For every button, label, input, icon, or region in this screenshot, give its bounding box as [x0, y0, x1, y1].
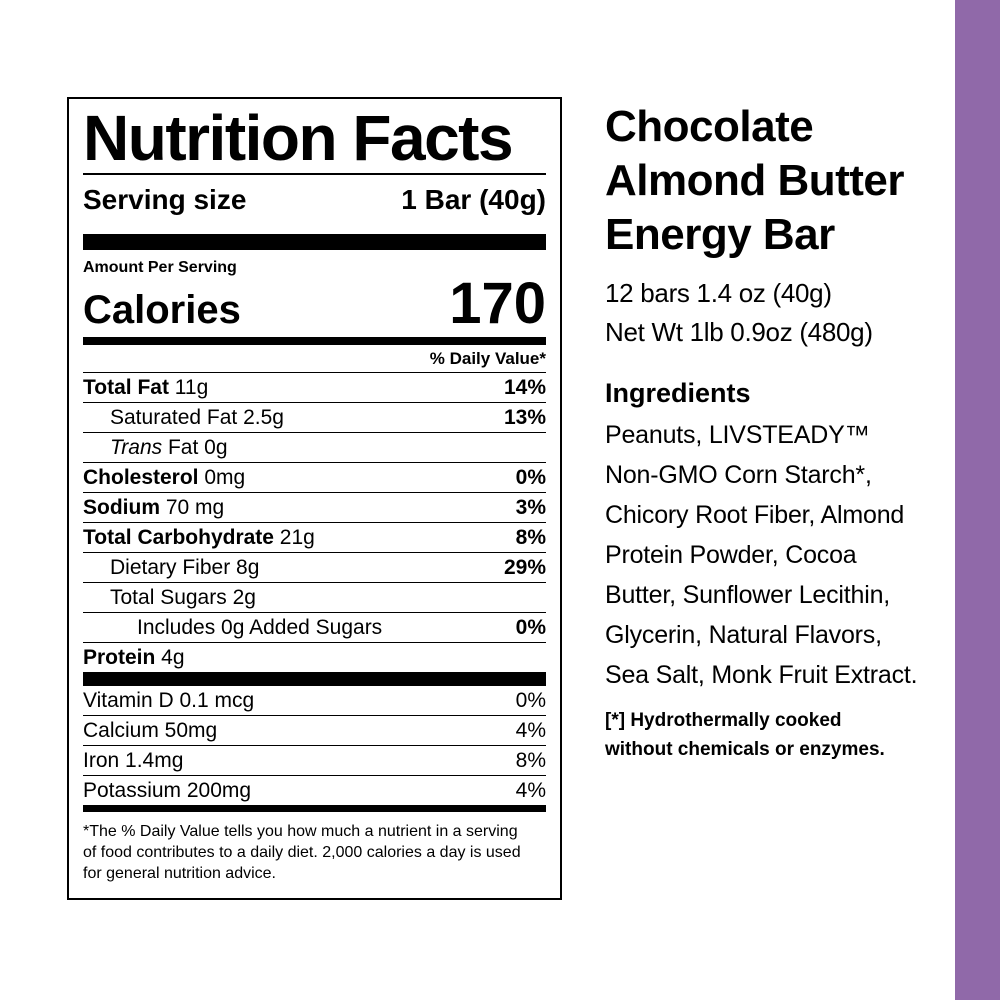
- nutrient-row: Vitamin D 0.1 mcg 0%: [83, 686, 546, 715]
- serving-size-row: Serving size 1 Bar (40g): [83, 175, 546, 234]
- calories-label: Calories: [83, 288, 241, 332]
- nutrient-rows: Total Fat 11g 14% Saturated Fat 2.5g 13% Tra…: [83, 372, 546, 672]
- nutrient-row: Iron 1.4mg 8%: [83, 745, 546, 775]
- nutrient-daily-value: 8%: [515, 749, 546, 772]
- nutrient-name: Calcium 50mg: [83, 719, 218, 742]
- ingredients-text: Peanuts, LIVSTEADY™ Non-GMO Corn Starch*…: [605, 421, 918, 689]
- nutrient-row: Calcium 50mg 4%: [83, 715, 546, 745]
- nutrient-row: Total Sugars 2g: [83, 582, 546, 612]
- nutrient-name: Total Fat 11g: [83, 376, 209, 399]
- nutrient-row: Trans Fat 0g: [83, 432, 546, 462]
- nutrient-daily-value: 4%: [515, 719, 546, 742]
- nutrient-daily-value: 3%: [515, 496, 546, 519]
- pack-info: 12 bars 1.4 oz (40g) Net Wt 1lb 0.9oz (4…: [605, 278, 873, 347]
- nutrient-name: Cholesterol 0mg: [83, 466, 246, 489]
- nutrient-name: Saturated Fat 2.5g: [110, 406, 284, 429]
- nutrient-row: Total Fat 11g 14%: [83, 372, 546, 402]
- nutrient-row: Cholesterol 0mg 0%: [83, 462, 546, 492]
- calories-row: Calories 170: [83, 271, 546, 337]
- nutrient-name: Sodium 70 mg: [83, 496, 225, 519]
- nutrient-daily-value: 4%: [515, 779, 546, 802]
- medium-divider-bar: [83, 337, 546, 345]
- nutrient-row: Sodium 70 mg 3%: [83, 492, 546, 522]
- nutrient-row: Includes 0g Added Sugars 0%: [83, 612, 546, 642]
- nutrient-row: Total Carbohydrate 21g 8%: [83, 522, 546, 552]
- micronutrient-rows: Vitamin D 0.1 mcg 0% Calcium 50mg 4% Iron 1.…: [83, 686, 546, 805]
- serving-size-label: Serving size: [83, 184, 247, 215]
- product-footnote: [*] Hydrothermally cooked without chemic…: [605, 710, 885, 760]
- nutrient-row: Protein 4g: [83, 642, 546, 672]
- nutrient-daily-value: 8%: [515, 526, 546, 549]
- nutrient-daily-value: 13%: [503, 406, 546, 429]
- nutrient-daily-value: 0%: [515, 466, 546, 489]
- nutrition-facts-title: Nutrition Facts: [83, 102, 514, 174]
- nutrient-row: Saturated Fat 2.5g 13%: [83, 402, 546, 432]
- daily-value-header: % Daily Value*: [429, 349, 546, 368]
- nutrient-daily-value: 0%: [515, 616, 546, 639]
- bottom-divider-bar: [83, 805, 546, 812]
- nutrition-facts-panel: Nutrition Facts Serving size 1 Bar (40g)…: [67, 97, 562, 900]
- ingredients-heading: Ingredients: [605, 378, 751, 408]
- nutrient-name: Total Sugars 2g: [110, 586, 256, 609]
- nutrient-name: Protein 4g: [83, 646, 185, 669]
- nutrient-name: Dietary Fiber 8g: [110, 556, 260, 579]
- product-title: Chocolate Almond Butter Energy Bar: [605, 102, 905, 259]
- thick-divider-bar: [83, 234, 546, 250]
- nutrient-daily-value: 29%: [503, 556, 546, 579]
- nutrient-name: Total Carbohydrate 21g: [83, 526, 315, 549]
- nutrient-daily-value: 14%: [503, 376, 546, 399]
- serving-size-value: 1 Bar (40g): [401, 184, 546, 215]
- calories-value: 170: [449, 271, 546, 336]
- nutrient-row: Dietary Fiber 8g 29%: [83, 552, 546, 582]
- amount-per-serving-label: Amount Per Serving: [83, 259, 237, 276]
- accent-stripe: [955, 0, 1000, 1000]
- daily-value-footnote: *The % Daily Value tells you how much a …: [83, 823, 521, 882]
- nutrient-daily-value: 0%: [515, 689, 546, 712]
- nutrient-name: Includes 0g Added Sugars: [137, 616, 383, 639]
- nutrient-name: Iron 1.4mg: [83, 749, 184, 772]
- nutrient-row: Potassium 200mg 4%: [83, 775, 546, 805]
- nutrient-name: Potassium 200mg: [83, 779, 252, 802]
- product-info-column: Chocolate Almond Butter Energy Bar 12 ba…: [605, 0, 950, 1000]
- nutrient-name: Trans Fat 0g: [110, 436, 228, 459]
- nutrient-name: Vitamin D 0.1 mcg: [83, 689, 255, 712]
- thick-divider-bar-2: [83, 672, 546, 686]
- title-divider: [83, 173, 546, 175]
